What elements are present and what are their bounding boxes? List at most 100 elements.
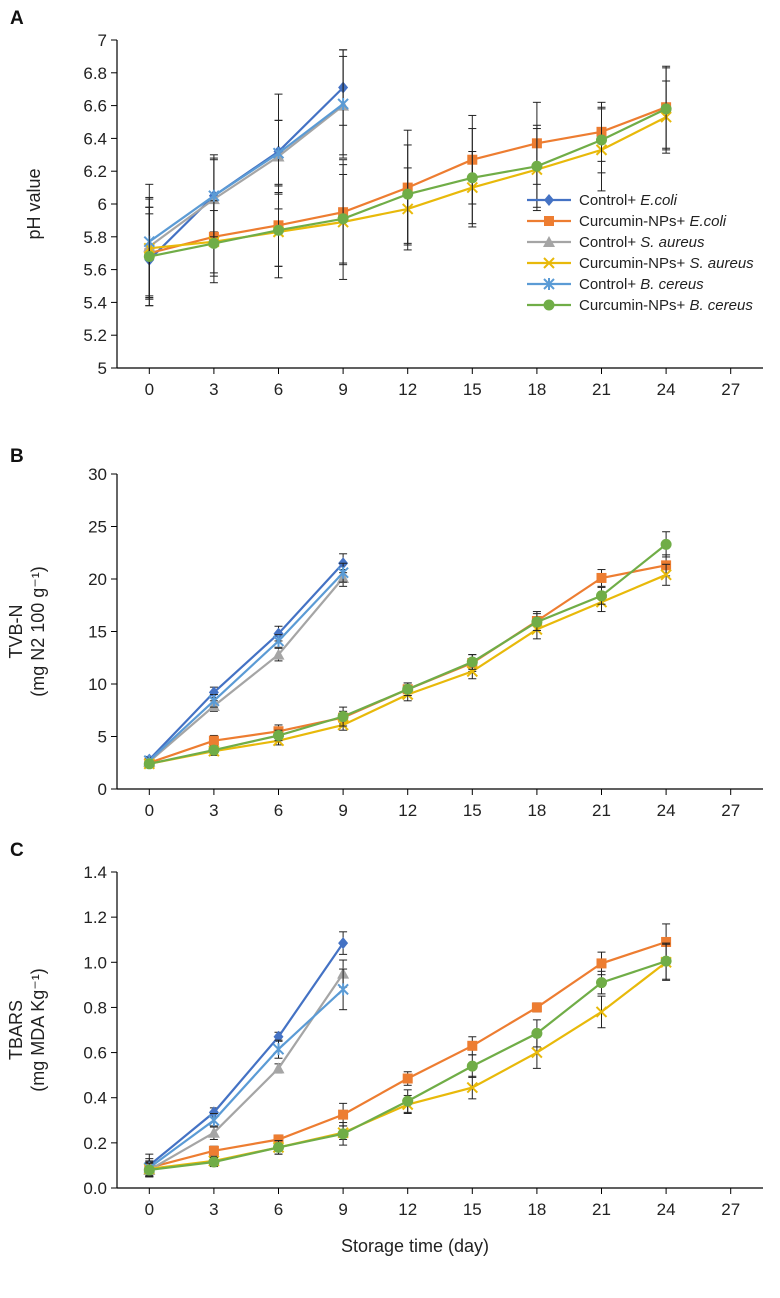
square-marker — [596, 958, 607, 969]
circle-marker — [402, 683, 414, 695]
circle-marker — [143, 250, 155, 262]
x-tick-label: 9 — [338, 380, 347, 399]
y-tick-label: 0.4 — [83, 1089, 107, 1108]
star-marker — [337, 566, 349, 579]
x-tick-label: 15 — [463, 801, 482, 820]
series-line — [149, 960, 667, 1171]
series-line — [148, 562, 344, 761]
circle-marker — [596, 977, 607, 989]
x-tick-label: 24 — [657, 1200, 676, 1219]
circle-marker — [543, 299, 555, 311]
y-tick-label: 6.2 — [83, 162, 107, 181]
x-marker — [595, 1006, 608, 1018]
square-marker — [467, 1040, 478, 1051]
series-4 — [143, 49, 349, 300]
y-tick-label: 7 — [98, 31, 107, 50]
y-tick-label: 5.6 — [83, 261, 107, 280]
circle-marker — [337, 711, 349, 723]
series-5 — [143, 942, 672, 1178]
circle-marker — [660, 538, 672, 550]
x-tick-label: 18 — [527, 380, 546, 399]
star-marker — [272, 1043, 285, 1056]
circle-marker — [660, 103, 672, 115]
diamond-marker — [338, 937, 349, 950]
diamond-marker — [544, 194, 554, 206]
x-tick-label: 21 — [592, 1200, 611, 1219]
y-tick-label: 6.4 — [83, 129, 107, 148]
circle-marker — [273, 1141, 284, 1153]
y-axis-label: (mg MDA Kg⁻¹) — [28, 968, 48, 1092]
x-tick-label: 15 — [463, 1200, 482, 1219]
y-tick-label: 5.4 — [83, 293, 107, 312]
y-tick-label: 25 — [88, 518, 107, 537]
series-line — [148, 103, 344, 243]
x-tick-label: 12 — [398, 801, 417, 820]
y-tick-label: 15 — [88, 623, 107, 642]
x-marker — [466, 665, 479, 678]
x-marker — [660, 569, 672, 581]
y-tick-label: 6.8 — [83, 64, 107, 83]
circle-marker — [143, 1164, 155, 1176]
circle-marker — [531, 160, 543, 172]
y-tick-label: 5 — [98, 728, 107, 747]
series-line — [148, 571, 344, 762]
square-marker — [208, 1145, 219, 1156]
x-tick-label: 27 — [721, 380, 740, 399]
triangle-marker — [272, 648, 285, 660]
series-line — [148, 972, 345, 1171]
circle-marker — [402, 188, 414, 200]
x-tick-label: 27 — [721, 801, 740, 820]
y-tick-label: 10 — [88, 675, 107, 694]
star-marker — [272, 634, 285, 647]
circle-marker — [531, 1027, 543, 1039]
y-tick-label: 1.0 — [83, 953, 107, 972]
panel-b: B 0 5 10 15 20 25 30 0 3 6 9 12 15 18 21 24 27 TVB-N (mg N2… — [6, 446, 763, 820]
x-marker — [531, 1046, 543, 1059]
legend-label: Control+ S. aureus — [579, 234, 705, 251]
x-tick-label: 18 — [527, 801, 546, 820]
panel-letter: C — [10, 840, 24, 861]
legend-label: Curcumin-NPs+ E.coli — [579, 213, 727, 230]
series-3 — [143, 563, 672, 770]
legend-label: Control+ B. cereus — [579, 276, 704, 293]
diamond-marker — [208, 1106, 219, 1119]
legend-label: Control+ E.coli — [579, 192, 678, 209]
star-marker — [208, 189, 220, 202]
legend: Control+ E.coli Curcumin-NPs+ E.coli Contr… — [527, 192, 754, 314]
x-tick-label: 27 — [721, 1200, 740, 1219]
series-line — [149, 543, 667, 765]
panel-letter: A — [10, 8, 24, 29]
circle-marker — [466, 1060, 478, 1072]
series-4 — [143, 562, 349, 767]
square-marker — [273, 1134, 284, 1145]
x-tick-label: 24 — [657, 801, 676, 820]
series-line — [149, 940, 667, 1169]
square-marker — [402, 1073, 413, 1084]
x-tick-label: 15 — [463, 380, 482, 399]
square-marker — [208, 735, 219, 746]
series-1 — [144, 923, 672, 1175]
x-tick-label: 9 — [338, 801, 347, 820]
y-axis-label: TVB-N — [6, 605, 26, 659]
square-marker — [544, 216, 554, 226]
x-tick-label: 3 — [209, 380, 218, 399]
circle-marker — [660, 955, 672, 967]
circle-marker — [531, 616, 543, 628]
diamond-marker — [273, 627, 284, 640]
star-marker — [337, 97, 349, 110]
star-marker — [337, 983, 349, 996]
y-tick-label: 5 — [98, 359, 107, 378]
panel-a: A 5 5.2 5.4 5.6 5.8 6 6.2 6.4 6.6 6.8 7 0 3 6 9 12 15 18 21… — [10, 8, 763, 399]
panel-letter: B — [10, 446, 24, 467]
x-tick-label: 3 — [209, 1200, 218, 1219]
y-tick-label: 0.6 — [83, 1044, 107, 1063]
legend-label: Curcumin-NPs+ B. cereus — [579, 297, 753, 314]
square-marker — [596, 572, 607, 583]
y-tick-label: 1.4 — [83, 863, 107, 882]
x-tick-label: 0 — [145, 801, 154, 820]
panel-c: C 0.0 0.2 0.4 0.6 0.8 1.0 1.2 1.4 0 3 6 9 12 15 18 21 24 2… — [6, 840, 763, 1256]
x-tick-label: 21 — [592, 380, 611, 399]
series-2 — [143, 55, 350, 297]
y-tick-label: 0 — [98, 780, 107, 799]
